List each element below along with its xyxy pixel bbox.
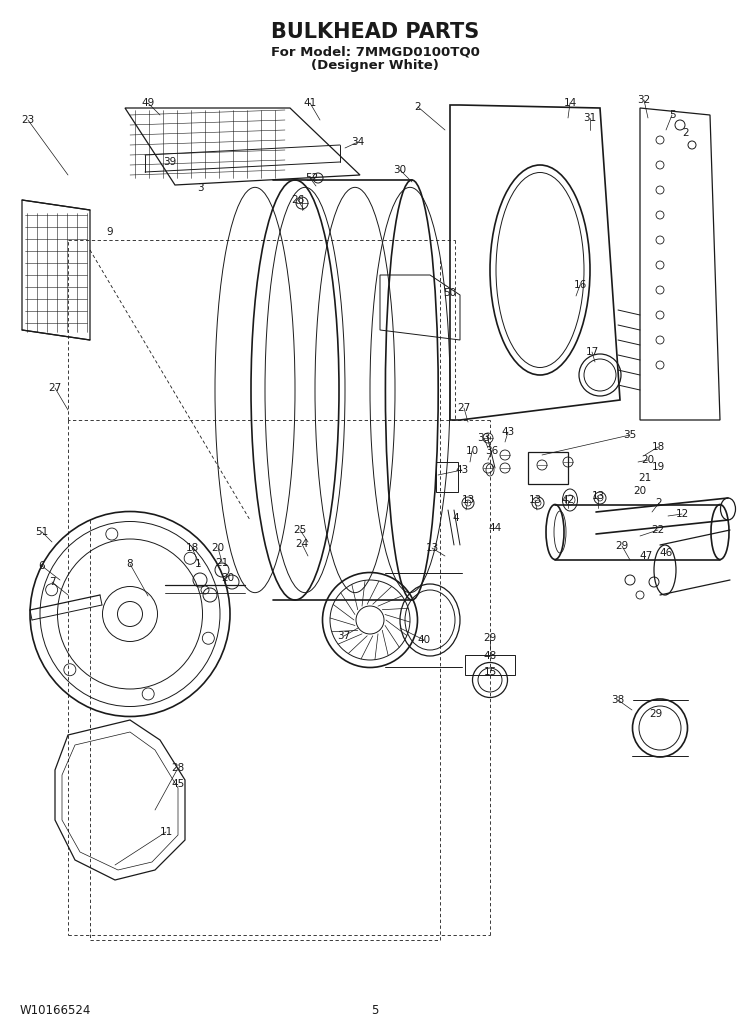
Text: 42: 42: [561, 495, 574, 505]
Text: 20: 20: [641, 455, 655, 465]
Text: 45: 45: [171, 779, 184, 789]
Text: 29: 29: [615, 541, 628, 551]
Text: 2: 2: [682, 128, 689, 138]
Text: 28: 28: [171, 762, 184, 773]
Text: 49: 49: [141, 98, 154, 108]
Bar: [436, 462, 458, 492]
Text: 52: 52: [305, 173, 319, 183]
Text: 36: 36: [485, 447, 499, 456]
Text: 18: 18: [651, 442, 664, 452]
Text: 9: 9: [106, 227, 113, 237]
Text: 47: 47: [639, 551, 652, 562]
Text: 44: 44: [488, 523, 502, 533]
Text: 35: 35: [623, 430, 637, 440]
Text: 34: 34: [351, 137, 364, 147]
Text: 33: 33: [477, 433, 490, 443]
Text: 14: 14: [563, 98, 577, 108]
Text: 43: 43: [455, 465, 469, 474]
Text: 48: 48: [483, 651, 496, 661]
Text: 22: 22: [651, 525, 664, 535]
Text: 2: 2: [415, 102, 422, 112]
Text: 20: 20: [211, 543, 224, 553]
Text: 40: 40: [418, 635, 430, 645]
Text: 7: 7: [49, 577, 55, 587]
Text: BULKHEAD PARTS: BULKHEAD PARTS: [271, 22, 479, 42]
Text: 11: 11: [159, 827, 172, 837]
Text: 5: 5: [669, 110, 675, 120]
Text: 27: 27: [458, 403, 471, 413]
Text: 2: 2: [656, 498, 662, 508]
Text: 13: 13: [461, 495, 475, 505]
Text: 4: 4: [453, 513, 459, 523]
Text: 23: 23: [21, 115, 34, 125]
Text: 6: 6: [39, 562, 45, 571]
Text: 20: 20: [221, 573, 235, 583]
Text: 27: 27: [48, 383, 62, 393]
Text: 46: 46: [659, 548, 673, 558]
Text: 15: 15: [483, 667, 496, 677]
Text: 50: 50: [443, 288, 457, 298]
Text: W10166524: W10166524: [20, 1004, 92, 1016]
Text: 13: 13: [528, 495, 542, 505]
Text: 13: 13: [425, 543, 439, 553]
Text: 24: 24: [296, 539, 309, 549]
Text: (Designer White): (Designer White): [311, 59, 439, 73]
Bar: [528, 452, 568, 484]
Text: 41: 41: [303, 98, 316, 108]
Bar: [465, 655, 515, 675]
Text: 26: 26: [291, 195, 304, 205]
Text: 17: 17: [585, 347, 598, 357]
Text: 21: 21: [638, 473, 652, 483]
Text: 8: 8: [127, 559, 134, 569]
Text: 38: 38: [611, 695, 625, 706]
Text: 3: 3: [196, 183, 203, 193]
Text: 25: 25: [293, 525, 307, 535]
Text: 29: 29: [483, 633, 496, 643]
Text: 30: 30: [394, 165, 406, 175]
Text: 19: 19: [651, 462, 664, 472]
Text: 5: 5: [371, 1004, 379, 1016]
Text: 18: 18: [185, 543, 199, 553]
Text: 39: 39: [164, 157, 177, 167]
Text: 20: 20: [634, 486, 646, 496]
Text: 16: 16: [573, 280, 586, 290]
Text: 10: 10: [466, 447, 478, 456]
Text: 31: 31: [584, 113, 597, 123]
Text: 21: 21: [215, 558, 229, 568]
Text: 13: 13: [591, 491, 604, 501]
Text: 43: 43: [501, 427, 515, 437]
Text: 51: 51: [35, 527, 49, 537]
Text: 12: 12: [675, 509, 688, 519]
Text: 1: 1: [195, 559, 201, 569]
Text: 32: 32: [638, 95, 650, 105]
Text: 29: 29: [650, 709, 663, 719]
Text: 37: 37: [338, 631, 350, 641]
Text: For Model: 7MMGD0100TQ0: For Model: 7MMGD0100TQ0: [271, 46, 479, 58]
